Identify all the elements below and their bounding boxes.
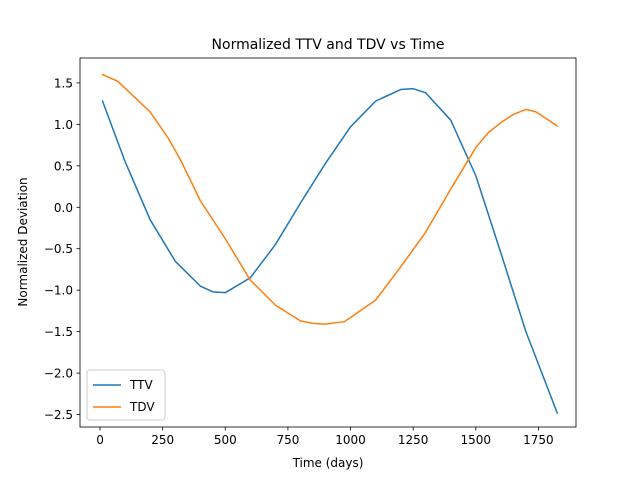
x-axis-ticks: 0 250 500 750 1000 1250 1500 1750 bbox=[96, 427, 554, 447]
y-tick-label: −2.0 bbox=[44, 367, 73, 381]
chart-title: Normalized TTV and TDV vs Time bbox=[212, 37, 445, 53]
legend: TTV TDV bbox=[86, 369, 166, 421]
x-tick-label: 1750 bbox=[523, 433, 554, 447]
series-line-tdv bbox=[101, 73, 559, 325]
y-tick-label: 0.5 bbox=[54, 159, 73, 173]
x-tick-label: 0 bbox=[96, 433, 104, 447]
y-axis-ticks: 1.5 1.0 0.5 0.0 −0.5 −1.0 −1.5 −2.0 −2.5 bbox=[44, 76, 80, 422]
x-tick-label: 1250 bbox=[398, 433, 429, 447]
legend-label-ttv: TTV bbox=[129, 378, 153, 392]
y-axis-label: Normalized Deviation bbox=[16, 177, 30, 306]
plot-area bbox=[79, 57, 577, 428]
y-tick-label: −2.5 bbox=[44, 408, 73, 422]
y-tick-label: 1.0 bbox=[54, 118, 73, 132]
y-tick-label: −1.5 bbox=[44, 325, 73, 339]
x-axis-label: Time (days) bbox=[292, 456, 364, 470]
x-tick-label: 1000 bbox=[335, 433, 366, 447]
x-tick-label: 750 bbox=[276, 433, 299, 447]
y-tick-label: −1.0 bbox=[44, 284, 73, 298]
x-tick-label: 1500 bbox=[461, 433, 492, 447]
y-tick-label: 1.5 bbox=[54, 76, 73, 90]
y-tick-label: 0.0 bbox=[54, 201, 73, 215]
series-layer bbox=[101, 73, 559, 414]
series-line-ttv bbox=[101, 87, 559, 414]
legend-label-tdv: TDV bbox=[129, 400, 155, 414]
x-tick-label: 250 bbox=[151, 433, 174, 447]
y-tick-label: −0.5 bbox=[44, 242, 73, 256]
x-tick-label: 500 bbox=[214, 433, 237, 447]
